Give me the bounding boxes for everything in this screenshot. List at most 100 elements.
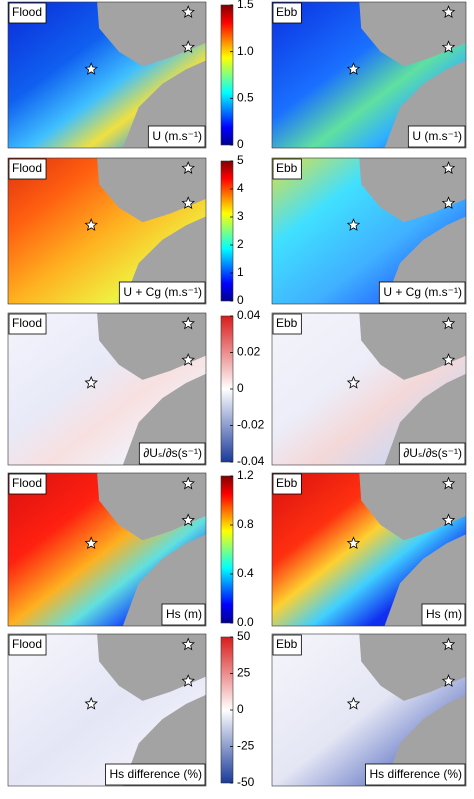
station-star <box>181 161 195 174</box>
unit-label: U (m.s⁻¹) <box>412 129 462 143</box>
station-star <box>441 196 456 209</box>
panel-frame <box>7 472 207 627</box>
unit-label: ∂Uₛ/∂s(s⁻¹) <box>403 446 462 460</box>
station-star <box>346 696 361 710</box>
station-star <box>181 513 195 527</box>
panel-label: Flood <box>12 316 42 330</box>
label-box <box>8 634 47 656</box>
station-star <box>441 353 456 366</box>
land <box>97 634 206 701</box>
unit-label: U + Cg (m.s⁻¹) <box>383 285 462 299</box>
panel-label: Ebb <box>276 637 298 651</box>
label-box <box>398 442 466 465</box>
land <box>122 534 206 626</box>
colorbar-tick-label: 3 <box>237 209 244 223</box>
panel-frame <box>271 157 467 305</box>
colorbar-tick-label: 0 <box>237 381 244 395</box>
station-star <box>84 218 98 231</box>
unit-label: Hs (m) <box>426 607 462 621</box>
label-box <box>407 125 466 148</box>
panel-frame <box>7 1 207 149</box>
land <box>97 473 206 541</box>
panel-label: Ebb <box>276 316 298 330</box>
label-box <box>272 2 302 24</box>
colorbar-tick-label: -0.02 <box>237 418 265 432</box>
panel-frame <box>271 1 467 149</box>
unit-label: U (m.s⁻¹) <box>152 129 202 143</box>
colorbar-tick-label: 0.5 <box>237 91 254 105</box>
colorbar-tick-label: -50 <box>237 775 255 789</box>
station-star <box>181 476 195 490</box>
colorbar-tick-label: 1.5 <box>237 0 254 11</box>
label-box <box>8 158 47 180</box>
label-box <box>272 313 302 335</box>
colorbar <box>220 160 234 302</box>
label-box <box>8 473 47 495</box>
label-box <box>118 281 206 304</box>
map-panel: Ebb Hs difference (%) <box>271 633 467 787</box>
map-panel: Flood Hs difference (%) <box>7 633 207 787</box>
panel-label: Flood <box>12 5 42 19</box>
colorbar-tick-label: 0 <box>237 293 244 307</box>
colorbar-tick-label: 0.0 <box>237 615 254 629</box>
station-star <box>181 196 195 209</box>
colorbar-tick-label: 0 <box>237 702 244 716</box>
station-star <box>181 5 195 18</box>
panel-frame <box>271 472 467 627</box>
label-box <box>272 473 302 495</box>
station-star <box>84 375 98 389</box>
label-box <box>138 442 206 465</box>
station-star <box>84 696 98 710</box>
station-star <box>346 62 361 75</box>
map-panel: Ebb U + Cg (m.s⁻¹) <box>271 157 467 305</box>
station-star <box>441 637 456 651</box>
station-star <box>441 674 456 687</box>
label-box <box>272 158 302 180</box>
colorbar-tick-label: 0 <box>237 137 244 151</box>
station-star <box>441 316 456 330</box>
colorbar-tick-label: -25 <box>237 739 255 753</box>
station-star <box>181 316 195 330</box>
station-star <box>441 40 456 53</box>
panel-frame <box>271 633 467 787</box>
colorbar-tick-label: 50 <box>237 629 251 643</box>
unit-label: ∂Uₛ/∂s(s⁻¹) <box>143 446 202 460</box>
station-star <box>441 513 456 527</box>
station-star <box>84 62 98 75</box>
colorbar <box>220 4 234 146</box>
panel-label: Flood <box>12 161 42 175</box>
colorbar-tick-label: 5 <box>237 153 244 167</box>
colorbar-tick-label: 0.8 <box>237 517 254 531</box>
colorbar-tick-label: 25 <box>237 666 251 680</box>
land <box>359 473 466 541</box>
land <box>384 694 466 786</box>
colorbar-tick-label: 1.2 <box>237 468 254 482</box>
panel-label: Flood <box>12 637 42 651</box>
land <box>122 694 206 786</box>
colorbar-tick-label: 0.02 <box>237 345 261 359</box>
station-star <box>441 476 456 490</box>
station-star <box>346 375 361 389</box>
land <box>359 634 466 701</box>
colorbar <box>220 475 234 624</box>
station-star <box>346 536 361 550</box>
label-box <box>105 763 206 786</box>
colorbar-tick-label: 1 <box>237 265 244 279</box>
land <box>384 373 466 465</box>
map-panel: Flood U (m.s⁻¹) <box>7 1 207 149</box>
land <box>97 158 206 223</box>
station-star <box>441 161 456 174</box>
map-panel: Flood Hs (m) <box>7 472 207 627</box>
map-panel: Ebb Hs (m) <box>271 472 467 627</box>
label-box <box>365 763 466 786</box>
land <box>359 158 466 223</box>
panel-label: Ebb <box>276 161 298 175</box>
land <box>384 534 466 626</box>
panel-frame <box>271 312 467 466</box>
label-box <box>8 2 47 24</box>
label-box <box>161 603 206 626</box>
unit-label: Hs difference (%) <box>370 767 462 781</box>
land <box>97 313 206 380</box>
label-box <box>272 634 302 656</box>
station-star <box>441 5 456 18</box>
